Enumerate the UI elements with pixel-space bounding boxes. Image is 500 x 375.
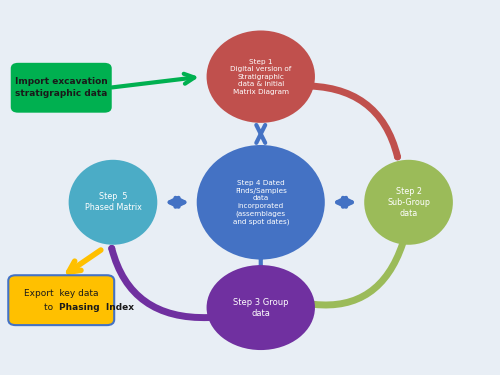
FancyBboxPatch shape: [8, 275, 114, 325]
Text: Export  key data: Export key data: [24, 289, 99, 298]
FancyArrowPatch shape: [300, 86, 398, 157]
Text: Step 1
Digital version of
Stratigraphic
data & initial
Matrix Diagram: Step 1 Digital version of Stratigraphic …: [230, 58, 292, 94]
Ellipse shape: [68, 160, 158, 245]
Ellipse shape: [364, 160, 453, 245]
Text: Step 4 Dated
Finds/Samples
data
incorporated
(assemblages
and spot dates): Step 4 Dated Finds/Samples data incorpor…: [232, 180, 289, 225]
Ellipse shape: [196, 145, 325, 260]
Text: Step 3 Group
data: Step 3 Group data: [233, 297, 288, 318]
Ellipse shape: [206, 265, 315, 350]
Text: Phasing  Index: Phasing Index: [59, 303, 134, 312]
FancyArrowPatch shape: [112, 248, 209, 318]
Ellipse shape: [206, 30, 315, 123]
Text: to: to: [44, 303, 56, 312]
Text: Import excavation
stratigraphic data: Import excavation stratigraphic data: [15, 77, 108, 98]
FancyBboxPatch shape: [10, 63, 112, 112]
FancyArrowPatch shape: [314, 244, 402, 305]
Text: Step 2
Sub-Group
data: Step 2 Sub-Group data: [387, 187, 430, 218]
Text: Step  5
Phased Matrix: Step 5 Phased Matrix: [84, 192, 141, 212]
